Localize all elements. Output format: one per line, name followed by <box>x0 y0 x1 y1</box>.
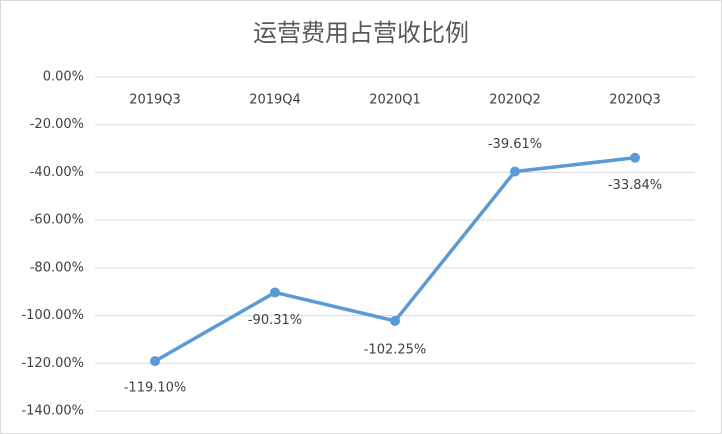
y-tick-label: 0.00% <box>43 70 84 85</box>
y-tick-label: -40.00% <box>30 165 84 180</box>
data-point <box>510 166 520 177</box>
x-tick-label: 2020Q1 <box>369 93 421 108</box>
data-point <box>270 287 280 298</box>
data-label: -119.10% <box>124 381 187 396</box>
data-point <box>150 356 160 367</box>
data-point <box>630 152 640 163</box>
y-tick-label: -20.00% <box>30 117 84 132</box>
data-label: -102.25% <box>364 342 427 357</box>
y-tick-label: -80.00% <box>30 260 84 275</box>
x-tick-label: 2020Q2 <box>489 93 541 108</box>
data-point <box>390 315 400 326</box>
y-tick-label: -140.00% <box>21 404 84 419</box>
y-tick-label: -100.00% <box>21 308 84 323</box>
x-tick-label: 2020Q3 <box>609 93 661 108</box>
data-label: -39.61% <box>488 137 542 152</box>
chart-title: 运营费用占营收比例 <box>253 19 469 47</box>
x-tick-label: 2019Q3 <box>129 93 181 108</box>
x-tick-label: 2019Q4 <box>249 93 301 108</box>
y-tick-label: -120.00% <box>21 356 84 371</box>
data-label: -33.84% <box>608 178 662 193</box>
y-tick-label: -60.00% <box>30 213 84 228</box>
data-label: -90.31% <box>248 313 302 328</box>
